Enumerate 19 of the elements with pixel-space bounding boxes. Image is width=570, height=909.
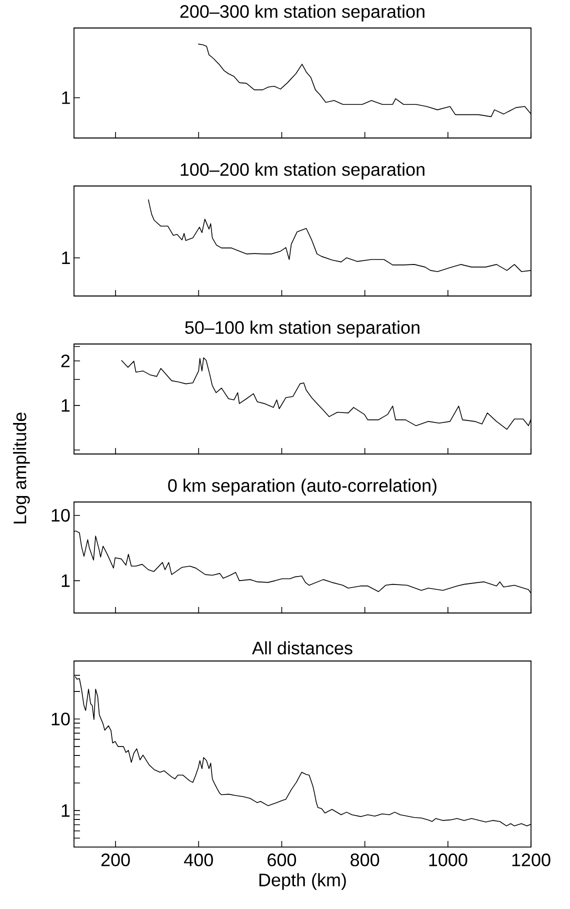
x-tick-label: 600 <box>268 854 296 866</box>
x-tick-label: 1200 <box>512 854 550 866</box>
chart-title: 0 km separation (auto-correlation) <box>168 478 436 496</box>
chart-title: 50–100 km station separation <box>185 320 420 338</box>
y-tick-label: 10 <box>52 508 70 522</box>
x-tick-label: 400 <box>184 854 213 866</box>
x-tick-label: 800 <box>350 854 380 866</box>
y-axis-title: Log amplitude <box>13 412 30 524</box>
y-tick-label: 1 <box>62 399 70 412</box>
y-tick-label: 1 <box>62 804 70 817</box>
x-tick-label: 200 <box>101 854 130 866</box>
y-tick-label: 2 <box>61 354 70 368</box>
chart-title: All distances <box>252 641 352 654</box>
chart-title: 200–300 km station separation <box>180 4 424 22</box>
y-tick-label: 1 <box>62 574 70 587</box>
x-axis-title: Depth (km) <box>259 873 346 890</box>
y-tick-label: 10 <box>52 712 70 726</box>
chart-title: 100–200 km station separation <box>180 162 424 180</box>
x-tick-label: 1000 <box>429 854 468 866</box>
